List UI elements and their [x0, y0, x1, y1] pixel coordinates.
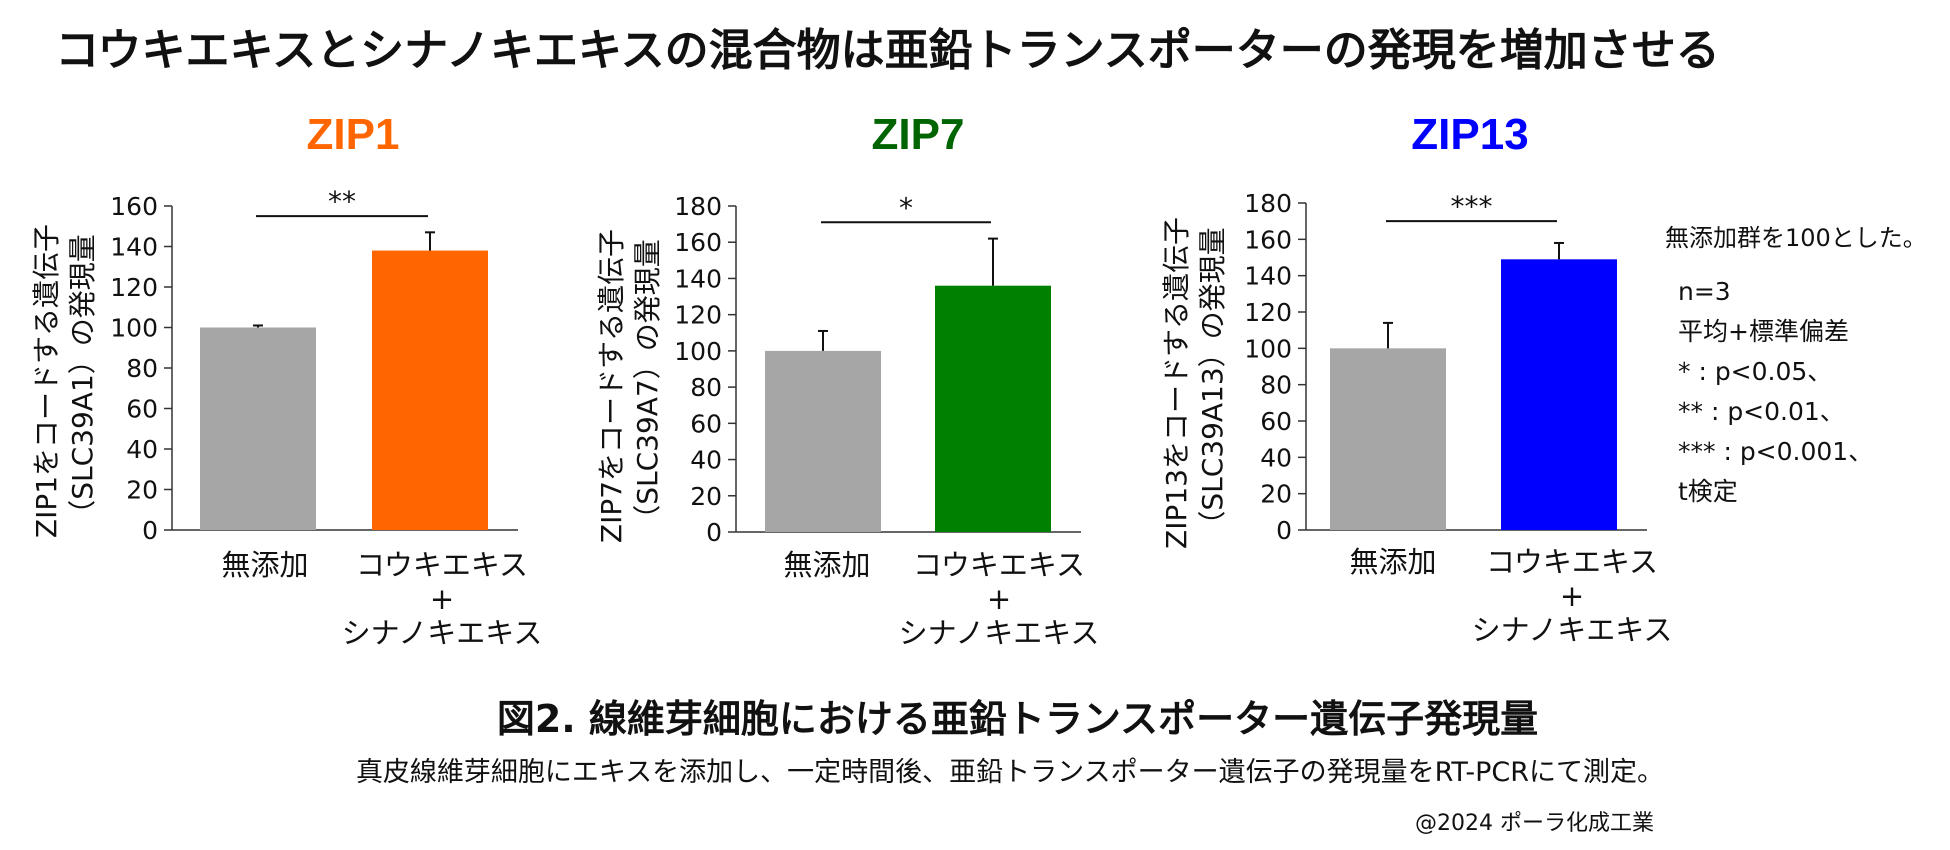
category-label-mixture: コウキエキス + シナノキエキス: [1462, 545, 1682, 647]
category-label-line: コウキエキス: [356, 548, 528, 582]
category-label-line: シナノキエキス: [898, 616, 1100, 650]
chart-title-zip1: ZIP1: [306, 110, 400, 159]
category-label-line: 無添加: [221, 548, 309, 582]
bar: [765, 350, 881, 532]
bar-plot-zip13: 0 20 40 60 80 100 120 140 160 180 ***: [1244, 189, 1647, 545]
bar: [1501, 259, 1617, 530]
y-tick-label: 40: [1260, 443, 1292, 472]
y-tick-label: 140: [674, 264, 722, 293]
bar-plot-zip1: 0 20 40 60 80 100 120 140 160 **: [110, 185, 518, 545]
y-tick-label: 60: [1260, 407, 1292, 436]
y-tick-label: 0: [706, 518, 722, 547]
note-n: n=3: [1678, 277, 1731, 306]
category-label-line: シナノキエキス: [341, 616, 543, 650]
zip7-chart: ZIP7 ZIP7をコードする遺伝子 （SLC39A7）の発現量 0 20 40 60…: [575, 100, 1135, 660]
bar: [1330, 348, 1446, 530]
y-tick-label: 20: [126, 476, 158, 505]
bar: [372, 250, 488, 531]
category-label-line: コウキエキス: [913, 548, 1085, 582]
zip1-chart: ZIP1 ZIP1をコードする遺伝子 （SLC39A1）の発現量 0 20 40 60…: [10, 100, 570, 660]
category-label-line: +: [986, 582, 1012, 616]
y-tick-label: 140: [110, 233, 158, 262]
note-p001: ** : p<0.01、: [1678, 397, 1845, 426]
note-mean-sd: 平均+標準偏差: [1678, 317, 1849, 346]
zip13-chart: ZIP13 ZIP13をコードする遺伝子 （SLC39A13）の発現量 0 20 4…: [1140, 100, 1700, 660]
bar: [935, 285, 1051, 532]
category-label-line: +: [429, 582, 455, 616]
y-tick-label: 60: [126, 395, 158, 424]
y-tick-label: 120: [674, 301, 722, 330]
category-label-line: コウキエキス: [1486, 545, 1658, 579]
category-label-control: 無添加: [1313, 545, 1473, 579]
significance-label: *: [899, 191, 913, 224]
category-label-line: 無添加: [1349, 545, 1437, 579]
y-tick-label: 40: [690, 446, 722, 475]
category-label-line: シナノキエキス: [1471, 613, 1673, 647]
figure-caption: 図2. 線維芽細胞における亜鉛トランスポーター遺伝子発現量: [496, 697, 1539, 741]
y-tick-label: 180: [1244, 189, 1292, 218]
category-label-line: +: [1559, 579, 1585, 613]
y-tick-label: 40: [126, 435, 158, 464]
significance-label: **: [328, 185, 356, 218]
bar: [200, 327, 316, 530]
y-tick-label: 160: [674, 228, 722, 257]
y-tick-label: 100: [674, 337, 722, 366]
y-tick-label: 100: [1244, 334, 1292, 363]
y-tick-label: 80: [1260, 371, 1292, 400]
y-tick-label: 180: [674, 192, 722, 221]
y-tick-label: 140: [1244, 262, 1292, 291]
y-tick-label: 60: [690, 409, 722, 438]
note-test: t検定: [1678, 477, 1738, 506]
y-tick-label: 20: [690, 482, 722, 511]
category-label-mixture: コウキエキス + シナノキエキス: [889, 548, 1109, 650]
y-tick-label: 120: [110, 273, 158, 302]
y-tick-label: 160: [110, 192, 158, 221]
chart-title-zip7: ZIP7: [871, 110, 965, 159]
figure-description: 真皮線維芽細胞にエキスを添加し、一定時間後、亜鉛トランスポーター遺伝子の発現量を…: [355, 757, 1665, 788]
y-tick-label: 0: [142, 516, 158, 545]
significance-label: ***: [1451, 190, 1493, 223]
y-tick-label: 20: [1260, 480, 1292, 509]
page-title: コウキエキスとシナノキエキスの混合物は亜鉛トランスポーターの発現を増加させる: [55, 25, 1720, 76]
note-baseline: 無添加群を100とした。: [1665, 224, 1927, 252]
category-label-line: 無添加: [783, 548, 871, 582]
y-tick-label: 0: [1276, 516, 1292, 545]
y-tick-label: 160: [1244, 225, 1292, 254]
category-label-control: 無添加: [747, 548, 907, 582]
category-label-mixture: コウキエキス + シナノキエキス: [332, 548, 552, 650]
y-tick-label: 80: [126, 354, 158, 383]
notes-block: n=3 平均+標準偏差 * : p<0.05、 ** : p<0.01、 ***…: [1678, 272, 1873, 512]
chart-title-zip13: ZIP13: [1411, 110, 1529, 159]
note-p005: * : p<0.05、: [1678, 357, 1833, 386]
note-p0001: *** : p<0.001、: [1678, 437, 1874, 466]
y-tick-label: 100: [110, 314, 158, 343]
bar-plot-zip7: 0 20 40 60 80 100 120 140 160 180 *: [674, 191, 1081, 547]
category-label-control: 無添加: [185, 548, 345, 582]
y-tick-label: 80: [690, 373, 722, 402]
copyright: @2024 ポーラ化成工業: [1415, 811, 1654, 836]
y-tick-label: 120: [1244, 298, 1292, 327]
